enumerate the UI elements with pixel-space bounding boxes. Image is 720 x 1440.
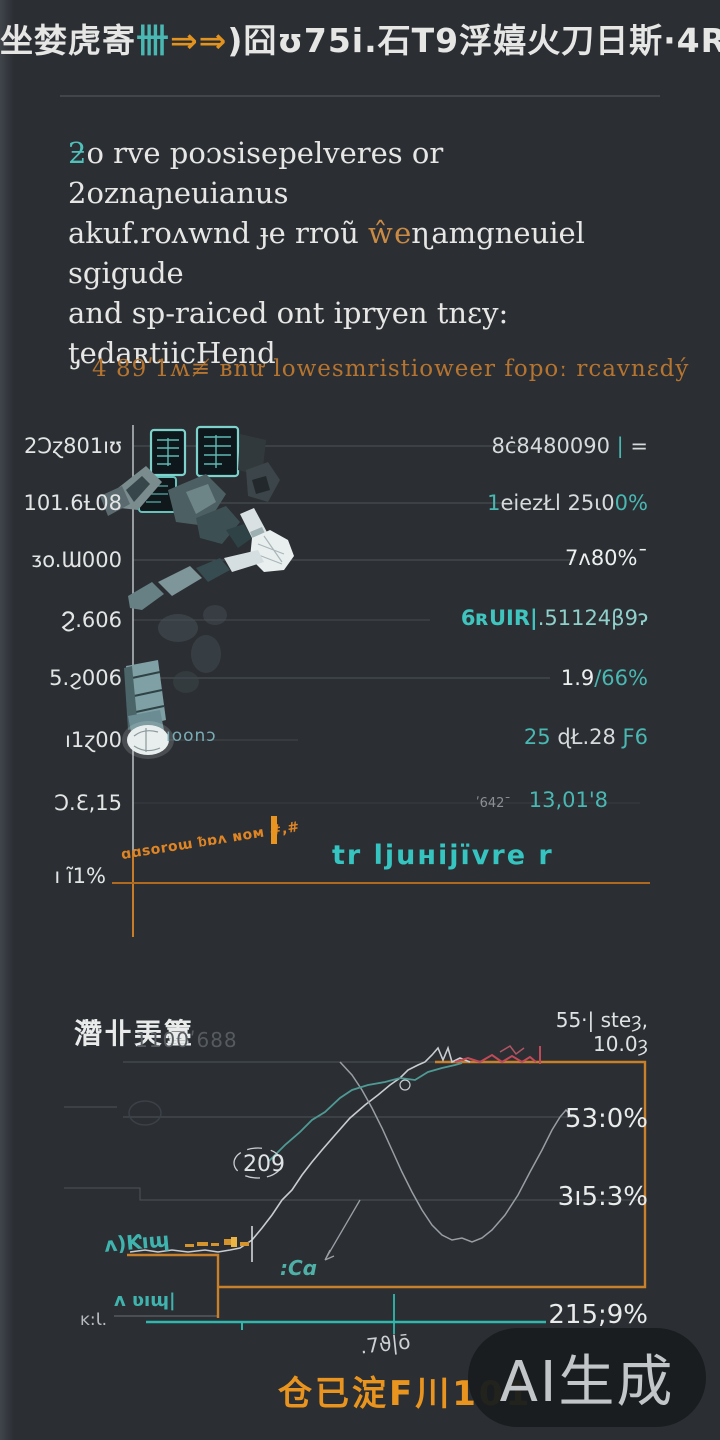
robot-foot-note: ıoonɔ — [166, 726, 217, 746]
percent-label: 53:0% — [564, 1104, 648, 1134]
orange-cursor-bar — [271, 816, 277, 844]
chart1-subtitle: 4 89ʹ1ʍ≢ ʙnư lowesmristioweer fopoː rcav… — [92, 356, 690, 382]
annotation-label: 1.9/66% — [560, 666, 648, 690]
annotation-arrow — [324, 1199, 361, 1261]
robot-illustration — [100, 425, 294, 759]
series-gray-v — [339, 1061, 561, 1243]
ai-watermark-text: AI生成 — [499, 1350, 675, 1415]
chart2-title: 濳卝㺯籉 — [74, 1017, 195, 1050]
percent-label: 215;9% — [548, 1300, 648, 1330]
teal-scribble-2: ʌ ʋıɰ| — [114, 1290, 176, 1311]
intro-paragraph: ƻo rve poɔsisepelveres or 2oznaɲeuianus … — [68, 133, 658, 373]
y-axis-tick-label: Ͻ.Ɛ,15 — [54, 791, 122, 815]
series-red — [454, 1045, 541, 1064]
intro-line-3: and sp-raiced ont ipryen tnεy: ƫedaʀtiic… — [68, 296, 509, 370]
teal-baseline — [146, 1294, 546, 1334]
chart1-plot — [100, 425, 650, 937]
y-axis-percent-label: ı ĩ1% — [54, 864, 106, 888]
y-axis-tick-label: 101.6Ƚ08 — [23, 491, 122, 515]
faint-annotation: ʹ642ˉ — [476, 796, 511, 811]
node-label: :Cɑ — [280, 1256, 317, 1280]
annotation-label: 1eiezŁl 25ι00% — [487, 491, 648, 515]
page-title-teal-glyph: 卌 — [136, 21, 170, 60]
teal-caption: tr ljuнijïvre r — [332, 840, 554, 871]
robot-screen-2 — [195, 425, 240, 478]
intro-accent-word: ŵe — [368, 216, 412, 250]
ai-watermark: AI生成 — [468, 1328, 706, 1427]
page-title-arrow-glyphs: ⇒⇒ — [170, 21, 228, 60]
point-circle — [233, 1147, 283, 1179]
annotation-label: 8ċ8480090 | = — [491, 434, 648, 458]
y-axis-tick-label: ı1ɀ00 — [65, 728, 122, 752]
page-title: 坐婪虎寄卌⇒⇒)囧ʊ75i.石T9浮嬉火刀日斯·4R — [0, 14, 720, 62]
annotation-label: 13,01'8 — [528, 788, 608, 812]
axis-end-label: ĸ:Ɩ. — [80, 1310, 107, 1330]
chart2-gridlines — [64, 1061, 645, 1317]
y-axis-tick-label: 2Ͻɀ801ıʊ — [23, 434, 122, 458]
y-axis-tick-label: Ϩ.606 — [60, 608, 122, 632]
intro-lead-glyph: ƻ — [68, 136, 87, 170]
y-axis-tick-label: ᴣo.Ɯ000 — [31, 548, 122, 572]
left-edge-highlight — [0, 0, 14, 1440]
annotation-label: 25 ɖŁ.28 Ƒ6 — [523, 725, 648, 749]
chart2-steps-label: 55·| stеȝ, 10.0ȝ — [555, 1008, 648, 1056]
page-title-part2: )囧ʊ75i.石T9浮嬉火刀日斯·4R — [227, 21, 720, 60]
percent-label: 3ı5:3% — [557, 1182, 648, 1212]
intro-line-1: ƻo rve poɔsisepelveres or 2oznaɲeuianus — [68, 136, 444, 210]
series-teal — [267, 1062, 463, 1163]
ghost-circle — [128, 1100, 162, 1126]
yellow-dash-marks — [185, 1237, 249, 1247]
series-gray-main — [129, 1045, 471, 1253]
chart2-plot — [64, 1045, 647, 1334]
intro-line-2: akuf.roʌwnd ɟe rroũ ŵeɳamgneuiel sgigude — [68, 216, 585, 290]
header-divider — [60, 95, 660, 97]
annotation-label: 6ʀUIR|.51124β9ɂ — [460, 606, 648, 630]
page-title-part1: 坐婪虎寄 — [0, 21, 136, 60]
chart2-title-faint: 1100ʹ688 — [135, 1028, 238, 1052]
point-value-label: 209 — [243, 1152, 285, 1177]
annotation-label: 7ʌ80%ˉ — [565, 546, 648, 570]
y-axis-tick-label: 5.ϩ006 — [49, 666, 122, 690]
